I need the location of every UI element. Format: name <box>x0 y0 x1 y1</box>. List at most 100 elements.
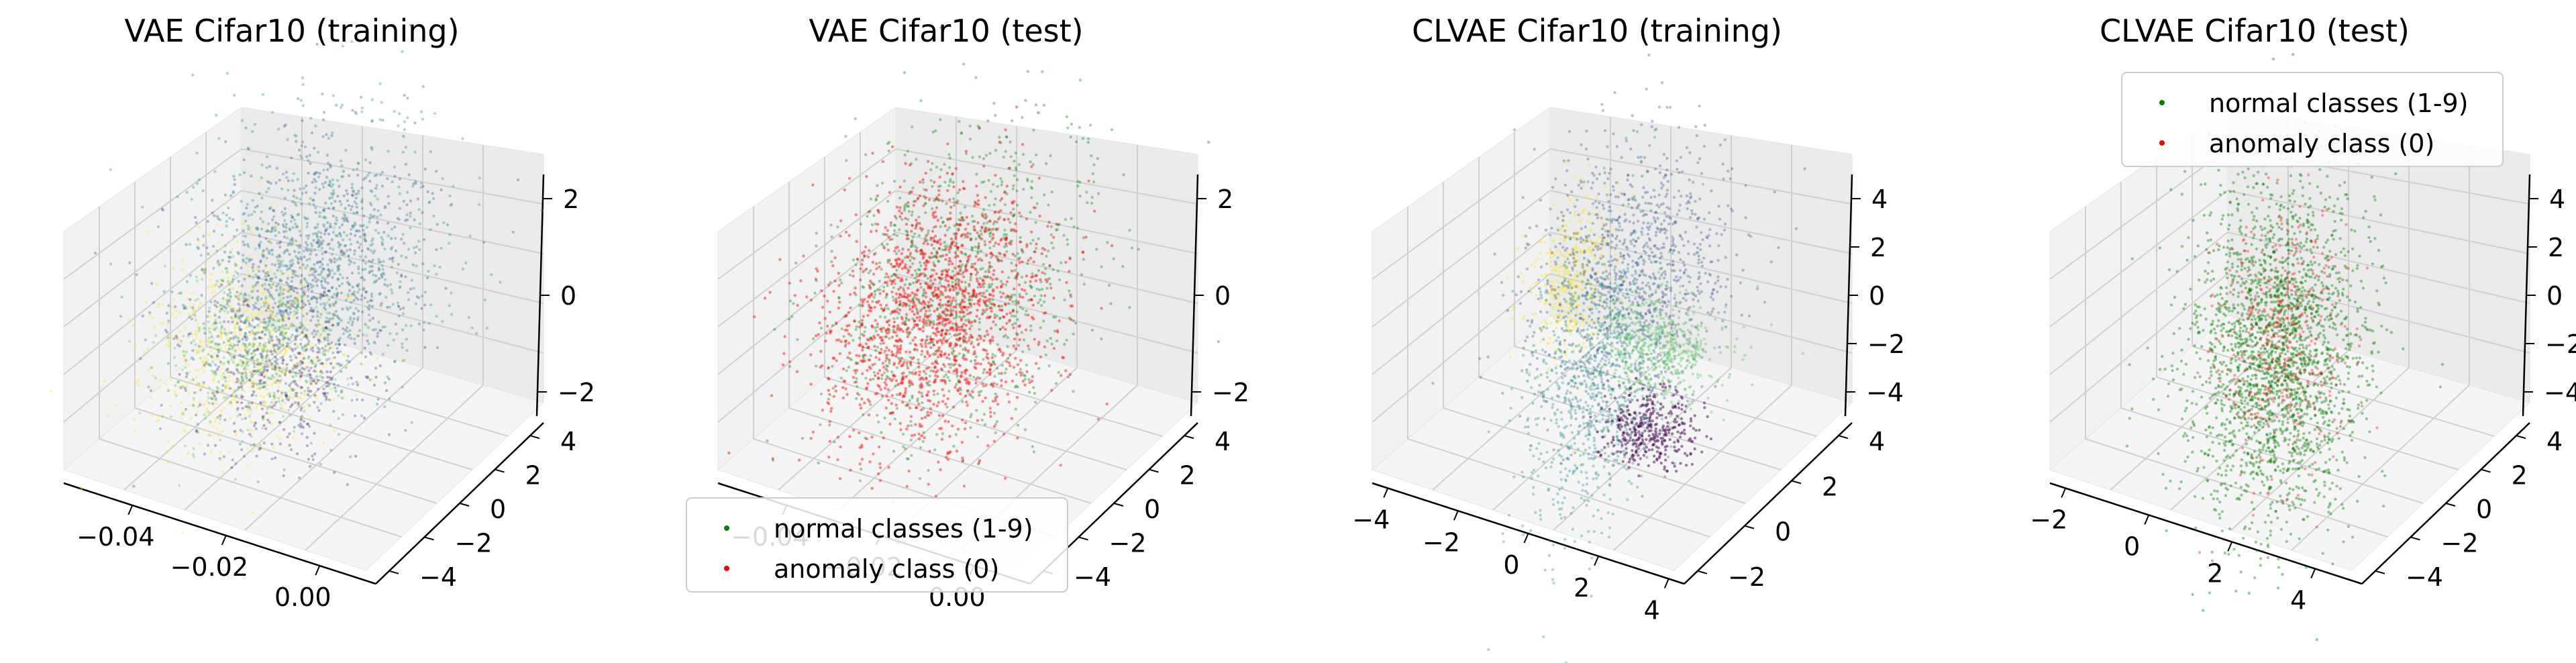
data-point <box>978 321 982 324</box>
data-point <box>231 399 234 402</box>
data-point <box>832 356 836 360</box>
data-point <box>905 278 908 281</box>
gridline <box>63 148 242 280</box>
data-point <box>215 326 218 329</box>
data-point <box>302 187 305 190</box>
data-point <box>238 413 242 416</box>
data-point <box>187 392 191 395</box>
data-point <box>310 131 314 135</box>
data-point <box>941 221 945 224</box>
data-point <box>375 184 378 187</box>
data-point <box>259 401 262 405</box>
data-point <box>223 291 226 295</box>
data-point <box>974 355 978 358</box>
data-point <box>341 44 344 48</box>
data-point <box>223 193 227 197</box>
data-point <box>329 246 332 250</box>
data-point <box>1112 257 1115 260</box>
y-tick-label: 2 <box>1180 461 1196 491</box>
data-point <box>984 270 988 273</box>
data-point <box>840 327 843 331</box>
data-point <box>243 336 246 339</box>
data-point <box>271 367 274 370</box>
data-point <box>1041 70 1044 74</box>
data-point <box>304 295 308 299</box>
data-point <box>183 306 187 309</box>
data-point <box>309 359 313 362</box>
data-point <box>890 370 894 374</box>
data-point <box>1029 324 1033 327</box>
data-point <box>991 353 994 356</box>
data-point <box>1026 70 1029 73</box>
data-point <box>300 295 304 299</box>
data-point <box>322 168 325 172</box>
data-point <box>201 349 205 353</box>
data-point <box>317 359 320 362</box>
data-point <box>245 206 248 210</box>
data-point <box>448 233 452 236</box>
data-point <box>221 270 224 273</box>
data-point <box>403 242 406 245</box>
data-point <box>338 225 342 230</box>
data-point <box>311 268 315 271</box>
data-point <box>209 340 213 344</box>
data-point <box>914 423 917 426</box>
data-point <box>1037 268 1041 272</box>
data-point <box>251 315 254 319</box>
data-point <box>307 402 310 406</box>
data-point <box>285 350 288 353</box>
data-point <box>346 192 349 196</box>
data-point <box>1065 115 1069 119</box>
data-point <box>166 321 170 325</box>
data-point <box>348 263 351 266</box>
data-point <box>290 403 294 407</box>
data-point <box>859 267 863 270</box>
data-point <box>227 206 230 210</box>
data-point <box>252 511 255 515</box>
data-point <box>940 438 944 441</box>
data-point <box>177 385 181 389</box>
data-point <box>314 232 317 235</box>
data-point <box>241 395 244 399</box>
data-point <box>390 237 393 240</box>
data-point <box>959 375 963 378</box>
data-point <box>397 124 400 128</box>
data-point <box>366 339 369 343</box>
gridline <box>241 190 544 254</box>
data-point <box>376 215 379 219</box>
data-point <box>202 403 205 407</box>
data-point <box>827 397 831 401</box>
data-point <box>299 281 303 285</box>
data-point <box>883 315 887 319</box>
data-point <box>841 396 845 400</box>
gridline <box>170 376 473 470</box>
data-point <box>219 334 222 338</box>
data-point <box>244 361 248 364</box>
data-point <box>199 346 202 349</box>
data-point <box>267 250 270 253</box>
data-point <box>944 258 947 261</box>
data-point <box>1033 391 1037 395</box>
data-point <box>345 189 348 193</box>
data-point <box>438 265 442 269</box>
data-point <box>849 468 852 472</box>
data-point <box>268 315 272 319</box>
data-point <box>858 479 862 482</box>
data-point <box>352 168 355 172</box>
data-point <box>244 219 248 223</box>
data-point <box>891 295 894 299</box>
data-point <box>297 401 300 405</box>
data-point <box>335 219 339 222</box>
data-point <box>781 363 785 366</box>
data-point <box>282 474 285 478</box>
data-point <box>218 305 221 309</box>
data-point <box>182 350 185 354</box>
data-point <box>1106 241 1109 244</box>
data-point <box>316 405 319 409</box>
data-point <box>258 244 261 248</box>
data-point <box>276 268 279 272</box>
data-point <box>1037 237 1040 240</box>
data-point <box>365 334 368 338</box>
data-point <box>325 295 329 299</box>
data-point <box>931 130 935 134</box>
